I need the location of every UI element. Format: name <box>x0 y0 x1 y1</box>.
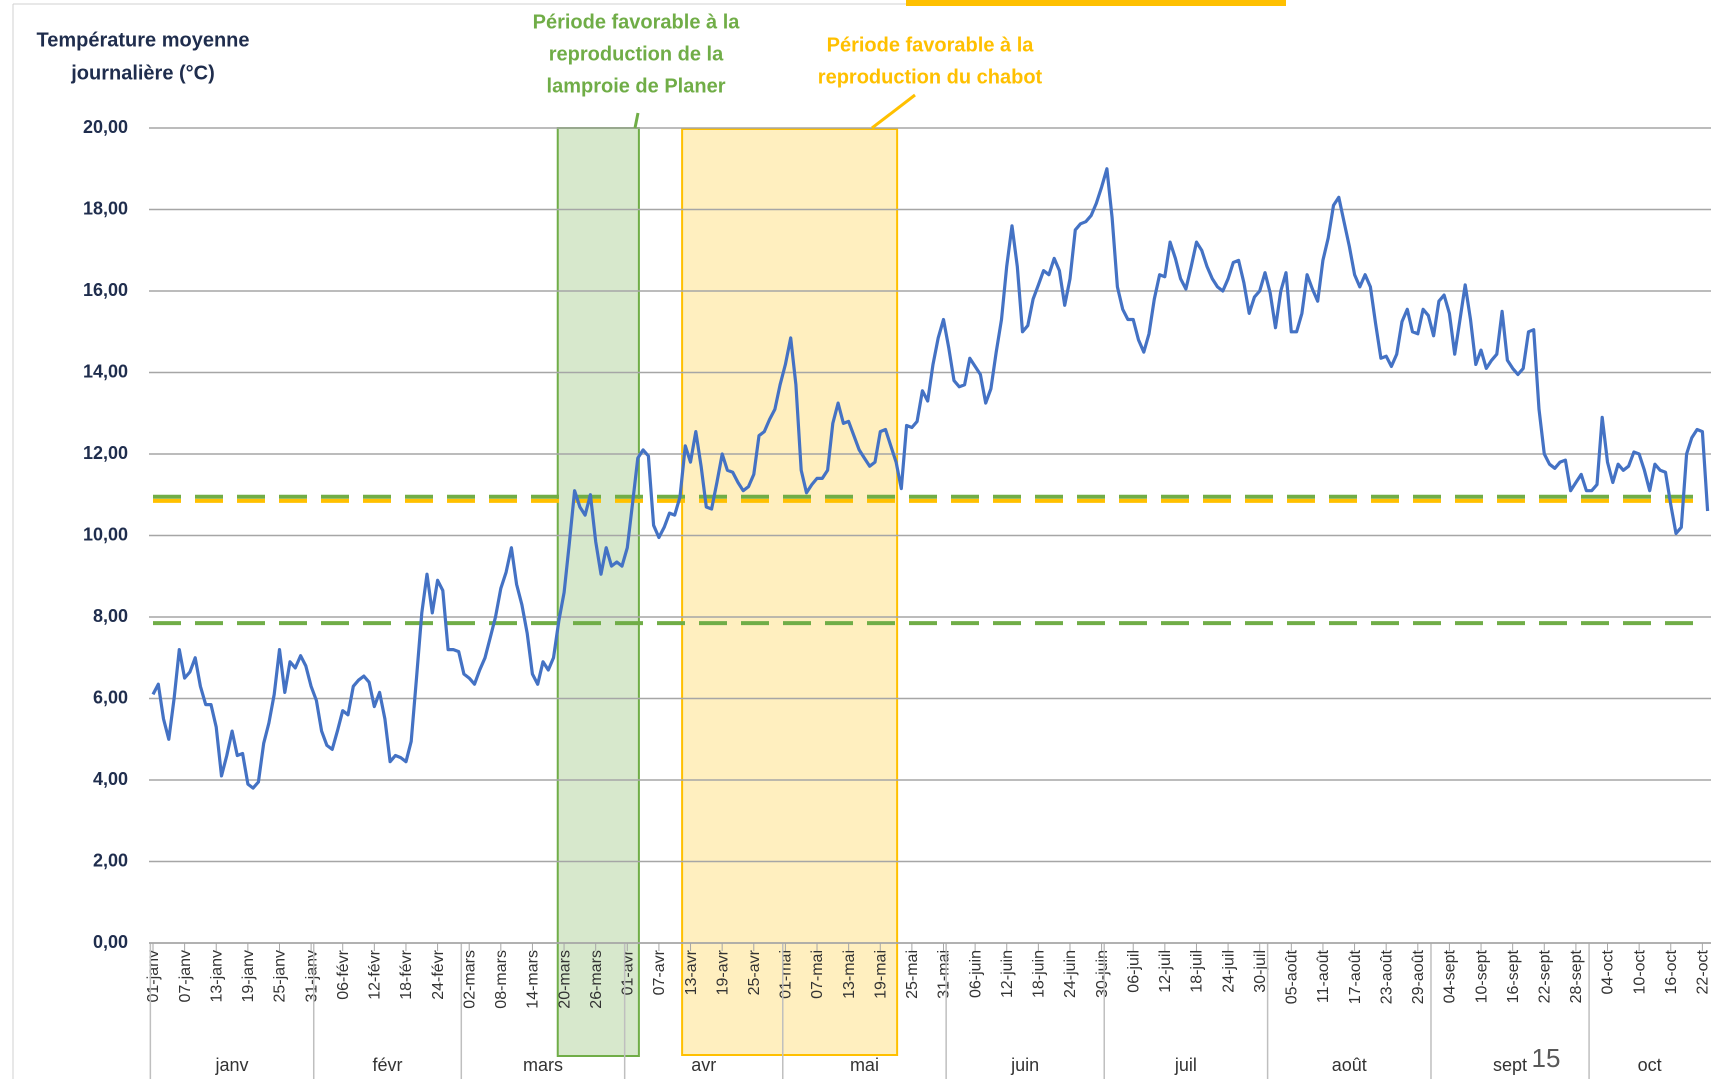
x-tick-label: 07-janv <box>177 950 194 1002</box>
x-tick-label: 24-juil <box>1220 950 1237 993</box>
x-tick-label: 30-juil <box>1252 950 1269 993</box>
x-tick-label: 18-juin <box>1031 950 1048 998</box>
x-tick-label: 08-mars <box>493 950 510 1009</box>
month-label: oct <box>1638 1055 1662 1075</box>
yellow-period <box>681 128 899 1056</box>
x-tick-label: 26-mars <box>588 950 605 1009</box>
x-tick-label: 05-août <box>1284 949 1301 1004</box>
x-tick-label: 12-juin <box>999 950 1016 998</box>
y-axis-title: Température moyenne <box>36 29 249 51</box>
x-tick-label: 01-janv <box>145 950 162 1002</box>
x-tick-label: 12-juil <box>1157 950 1174 993</box>
x-tick-label: 01-avr <box>620 949 637 995</box>
x-tick-label: 24-juin <box>1062 950 1079 998</box>
y-tick-label: 12,00 <box>83 443 128 463</box>
annotation-text: reproduction de la <box>549 43 724 65</box>
y-tick-label: 14,00 <box>83 361 128 381</box>
x-tick-label: 04-oct <box>1600 949 1617 994</box>
x-tick-label: 06-juil <box>1125 950 1142 993</box>
annotation-text: Période favorable à la <box>533 11 741 33</box>
x-tick-label: 16-sept <box>1505 949 1522 1003</box>
y-tick-label: 18,00 <box>83 198 128 218</box>
x-tick-label: 30-juin <box>1094 950 1111 998</box>
x-tick-label: 22-sept <box>1536 949 1553 1003</box>
y-axis-title: journalière (°C) <box>70 62 215 84</box>
annotation-text: reproduction du chabot <box>818 66 1043 88</box>
y-tick-label: 20,00 <box>83 117 128 137</box>
month-label: mars <box>523 1055 563 1075</box>
month-label: mai <box>850 1055 879 1075</box>
x-tick-label: 23-août <box>1378 949 1395 1004</box>
y-tick-label: 8,00 <box>93 606 128 626</box>
x-tick-label: 13-avr <box>683 949 700 995</box>
x-tick-label: 31-janv <box>303 950 320 1002</box>
x-tick-label: 13-janv <box>208 950 225 1002</box>
month-label: avr <box>691 1055 716 1075</box>
y-tick-label: 10,00 <box>83 524 128 544</box>
x-tick-label: 28-sept <box>1568 949 1585 1003</box>
x-tick-label: 16-oct <box>1663 949 1680 994</box>
x-tick-label: 06-juin <box>967 950 984 998</box>
x-tick-label: 20-mars <box>556 950 573 1009</box>
x-tick-label: 01-mai <box>778 950 795 999</box>
x-tick-label: 18-juil <box>1189 950 1206 993</box>
x-tick-label: 10-oct <box>1631 949 1648 994</box>
month-label: janv <box>215 1055 249 1075</box>
x-tick-label: 19-janv <box>240 950 257 1002</box>
x-tick-label: 25-mai <box>904 950 921 999</box>
month-label: févr <box>373 1055 403 1075</box>
x-tick-label: 02-mars <box>461 950 478 1009</box>
x-tick-label: 12-févr <box>367 949 384 999</box>
x-tick-label: 18-févr <box>398 949 415 999</box>
annotation-leader <box>871 93 916 130</box>
x-tick-label: 13-mai <box>841 950 858 999</box>
x-tick-label: 22-oct <box>1695 949 1711 994</box>
x-tick-label: 17-août <box>1347 949 1364 1004</box>
y-tick-label: 2,00 <box>93 850 128 870</box>
temperature-line <box>151 167 1710 790</box>
x-tick-label: 24-févr <box>430 949 447 999</box>
x-tick-label: 07-mai <box>809 950 826 999</box>
x-tick-label: 07-avr <box>651 949 668 995</box>
month-label: juil <box>1174 1055 1197 1075</box>
month-label: août <box>1332 1055 1367 1075</box>
x-tick-label: 25-janv <box>272 950 289 1002</box>
annotation-leader <box>633 112 640 129</box>
x-tick-label: 19-mai <box>872 950 889 999</box>
top-highlight-box <box>906 0 1286 6</box>
x-tick-label: 19-avr <box>714 949 731 995</box>
annotation-text: lamproie de Planer <box>547 75 726 97</box>
x-tick-label: 06-févr <box>335 949 352 999</box>
y-tick-label: 0,00 <box>93 932 128 952</box>
x-tick-label: 10-sept <box>1473 949 1490 1003</box>
x-tick-label: 29-août <box>1410 949 1427 1004</box>
x-tick-label: 11-août <box>1315 949 1332 1003</box>
green-period <box>556 127 640 1057</box>
x-tick-label: 25-avr <box>746 949 763 995</box>
y-tick-label: 16,00 <box>83 280 128 300</box>
x-tick-label: 14-mars <box>525 950 542 1009</box>
page-number: 15 <box>1532 1043 1561 1073</box>
y-tick-label: 4,00 <box>93 769 128 789</box>
y-tick-label: 6,00 <box>93 687 128 707</box>
month-label: juin <box>1010 1055 1039 1075</box>
x-tick-label: 04-sept <box>1442 949 1459 1003</box>
month-label: sept <box>1493 1055 1527 1075</box>
x-tick-label: 31-mai <box>936 950 953 999</box>
annotation-text: Période favorable à la <box>827 34 1035 56</box>
